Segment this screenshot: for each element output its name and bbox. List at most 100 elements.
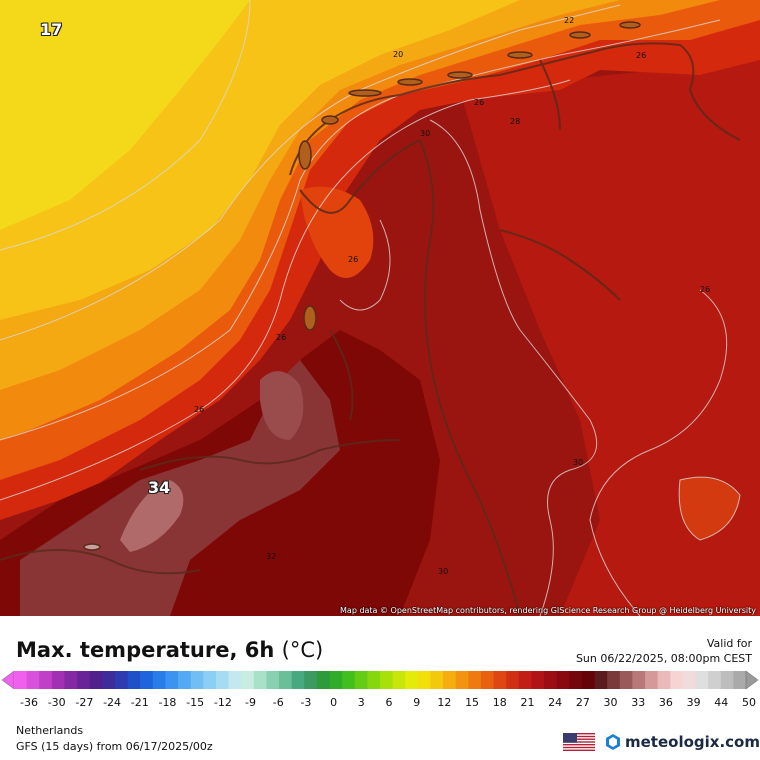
color-scale-tick-label: 15 [465, 696, 480, 709]
color-scale-segment [695, 671, 709, 689]
color-scale-segment [291, 671, 305, 689]
color-scale-tick-label: -9 [245, 696, 257, 709]
valid-label: Valid for [706, 637, 752, 650]
color-scale-tick-label: 21 [520, 696, 535, 709]
color-scale-tick-label: -27 [75, 696, 94, 709]
color-scale-segment [342, 671, 356, 689]
color-scale-segment [594, 671, 608, 689]
color-scale-segment [480, 671, 495, 689]
region-name: Netherlands [16, 724, 84, 737]
temperature-map[interactable]: 17 34 20 22 26 26 28 30 26 26 26 26 30 3… [0, 0, 760, 616]
color-scale-tick-label: -3 [300, 696, 312, 709]
color-scale-tick-label: 50 [742, 696, 756, 709]
color-scale-segment [102, 671, 116, 689]
color-scale-tick-label: 24 [548, 696, 563, 709]
contour-label: 28 [510, 117, 521, 126]
color-scale-ticks: -36 -30 -27 -24 -21 -18 -15 -12 -9 -6 -3 0 3 6 9 12 15 18… [0, 696, 760, 710]
color-scale-segment [733, 671, 747, 689]
color-scale-segment [645, 671, 659, 689]
color-scale-segment [392, 671, 406, 689]
color-scale-tick-label: -15 [186, 696, 205, 709]
color-scale-segment [708, 671, 722, 689]
brand-logo[interactable]: meteologix.com [604, 731, 760, 753]
color-scale-segment [241, 671, 255, 689]
color-scale-tick-label: 39 [686, 696, 701, 709]
color-scale-segment [253, 671, 267, 689]
color-scale-segment [77, 671, 91, 689]
color-scale-segment [518, 671, 532, 689]
color-scale-bar [1, 670, 759, 690]
color-scale-segment [544, 671, 558, 689]
color-scale-segment [228, 671, 242, 689]
color-scale-tick-label: 30 [603, 696, 618, 709]
color-scale-segment [367, 671, 381, 689]
color-scale-segment [531, 671, 545, 689]
color-scale-segment [51, 671, 65, 689]
color-scale-segment [203, 671, 217, 689]
color-scale-segment [152, 671, 166, 689]
contour-label: 30 [420, 129, 431, 138]
color-scale-segment [26, 671, 40, 689]
title-unit: (°C) [281, 638, 324, 662]
color-scale-segment [64, 671, 78, 689]
color-scale-segment [455, 671, 469, 689]
color-scale-segment [670, 671, 684, 689]
color-scale-segment [581, 671, 596, 689]
color-scale-segment [190, 671, 204, 689]
map-title: Max. temperature, 6h (°C) [16, 638, 323, 662]
contour-label: 30 [438, 567, 449, 576]
contour-label: 26 [636, 51, 647, 60]
color-scale-segment [316, 671, 331, 689]
color-scale-segment [304, 671, 318, 689]
color-scale-segment [279, 671, 293, 689]
color-scale-tick-label: -24 [103, 696, 122, 709]
color-scale-segment [354, 671, 368, 689]
color-scale-tick-label: -36 [20, 696, 38, 709]
temperature-field [0, 0, 760, 616]
contour-label: 22 [564, 16, 575, 25]
color-scale-tick-label: 33 [631, 696, 646, 709]
color-scale-tick-label: 12 [437, 696, 452, 709]
color-scale-segment [127, 671, 141, 689]
color-scale-segment [329, 671, 343, 689]
color-scale-segment [266, 671, 280, 689]
color-scale-segment [632, 671, 646, 689]
temperature-label-north: 17 [40, 20, 63, 39]
color-scale-tick-label: 36 [658, 696, 673, 709]
color-scale-tick-label: 18 [492, 696, 507, 709]
color-scale-tick-label: 44 [714, 696, 729, 709]
contour-label: 26 [194, 405, 205, 414]
color-scale-segment [14, 671, 28, 689]
color-scale-segment [657, 671, 671, 689]
color-scale-segment [165, 671, 179, 689]
color-scale-segment [405, 671, 419, 689]
color-scale-tick-label: -30 [47, 696, 66, 709]
color-scale-segment [682, 671, 697, 689]
valid-time-block: Valid for Sun 06/22/2025, 08:00pm CEST [576, 636, 752, 666]
color-scale-segment [215, 671, 230, 689]
meteologix-logo-icon [606, 734, 620, 750]
color-scale-tick-label: -18 [158, 696, 177, 709]
color-scale-tick-label: -12 [213, 696, 232, 709]
contour-label: 26 [700, 285, 711, 294]
color-scale-segment [720, 671, 734, 689]
contour-label: 32 [266, 552, 277, 561]
contour-label: 20 [393, 50, 404, 59]
color-scale-segment [140, 671, 154, 689]
color-scale-tick-label: 27 [575, 696, 590, 709]
us-flag-icon[interactable] [563, 733, 595, 751]
color-scale-segment [443, 671, 457, 689]
color-scale-tick-label: 3 [357, 696, 365, 709]
contour-label: 26 [276, 333, 287, 342]
contour-label: 26 [348, 255, 359, 264]
color-scale-segment [39, 671, 53, 689]
color-scale-segment [178, 671, 192, 689]
color-scale-segment [556, 671, 570, 689]
title-text: Max. temperature, 6h [16, 638, 275, 662]
temperature-label-south: 34 [148, 478, 171, 497]
brand-name: meteologix.com [625, 733, 760, 751]
color-scale-segment [569, 671, 583, 689]
color-scale-segment [114, 671, 129, 689]
color-scale-segment [619, 671, 633, 689]
contour-label: 26 [474, 98, 485, 107]
